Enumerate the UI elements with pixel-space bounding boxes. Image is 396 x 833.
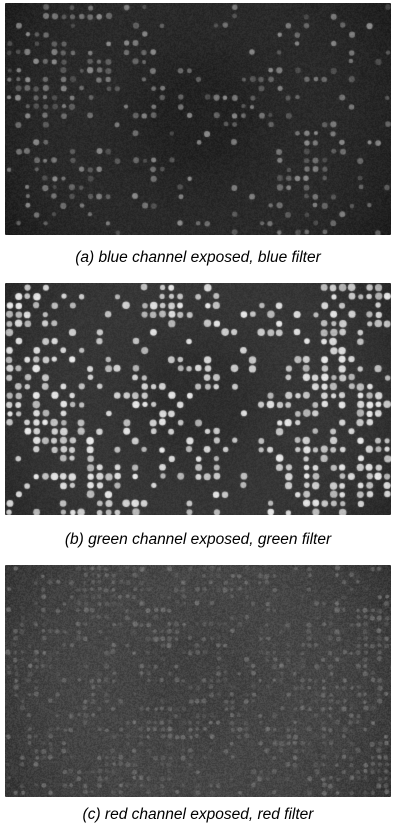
green-channel-dot-pattern bbox=[5, 283, 391, 515]
red-channel-image bbox=[5, 565, 391, 797]
green-channel-image bbox=[5, 283, 391, 515]
blue-channel-dot-pattern bbox=[5, 3, 391, 235]
caption-b: (b) green channel exposed, green filter bbox=[64, 531, 332, 548]
caption-c: (c) red channel exposed, red filter bbox=[82, 806, 314, 823]
red-channel-dot-pattern bbox=[5, 565, 391, 797]
blue-channel-image bbox=[5, 3, 391, 235]
caption-a: (a) blue channel exposed, blue filter bbox=[75, 249, 321, 266]
